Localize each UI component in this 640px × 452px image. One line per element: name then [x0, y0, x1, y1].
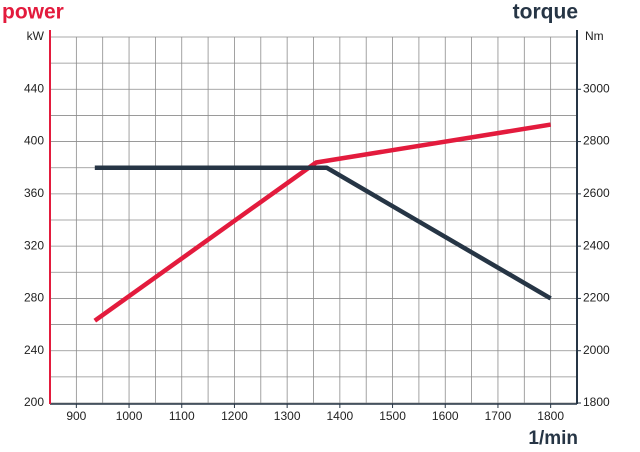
y-tick-label: 360 [24, 186, 44, 200]
y2-tick-label: 3000 [583, 81, 610, 95]
y2-tick-label: 2200 [583, 291, 610, 305]
y-tick-label: 240 [24, 343, 44, 357]
y-tick-label: 320 [24, 238, 44, 252]
y-tick-label: 200 [24, 395, 44, 409]
x-tick-label: 1200 [221, 409, 248, 423]
y-tick-label: 440 [24, 81, 44, 95]
x-tick-label: 1300 [274, 409, 301, 423]
y2-tick-label: 2000 [583, 343, 610, 357]
y-axis-label: kW [27, 29, 45, 43]
y2-tick-label: 2400 [583, 238, 610, 252]
x-tick-label: 1500 [379, 409, 406, 423]
y2-axis-label: Nm [585, 29, 604, 43]
y2-tick-label: 2600 [583, 186, 610, 200]
x-tick-label: 1700 [485, 409, 512, 423]
y-tick-label: 400 [24, 134, 44, 148]
power-title: power [2, 1, 64, 24]
torque-title: torque [513, 1, 578, 24]
y2-tick-label: 1800 [583, 395, 610, 409]
x-tick-label: 900 [66, 409, 86, 423]
y-tick-label: 280 [24, 291, 44, 305]
x-axis-label: 1/min [528, 428, 578, 449]
x-tick-label: 1800 [537, 409, 564, 423]
series-line [93, 122, 552, 323]
y2-tick-label: 2800 [583, 134, 610, 148]
x-tick-label: 1600 [432, 409, 459, 423]
x-tick-label: 1100 [169, 409, 195, 423]
x-tick-label: 1000 [116, 409, 143, 423]
x-tick-label: 1400 [326, 409, 353, 423]
series-line [94, 165, 552, 301]
